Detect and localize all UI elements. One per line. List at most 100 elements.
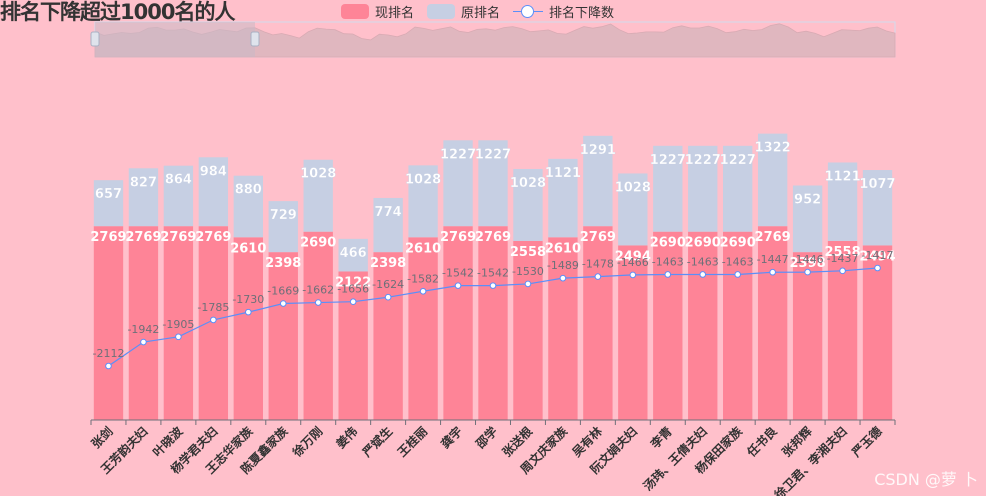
drop-label-1: -1942 <box>127 323 159 336</box>
label-original-6: 1028 <box>300 167 336 182</box>
label-original-9: 1028 <box>405 172 441 187</box>
x-label-0: 张剑 <box>88 424 116 452</box>
drop-point-1 <box>140 338 147 346</box>
line-series: -2112-1942 -1905-1785-1730-1669 -1662 -1656… <box>92 249 894 370</box>
drop-point-15 <box>629 271 637 279</box>
bar-original-19 <box>757 133 788 227</box>
drop-point-19 <box>769 268 776 276</box>
label-current-18: 2690 <box>720 236 756 251</box>
bar-current-4 <box>233 237 263 420</box>
drop-point-11 <box>489 282 497 289</box>
bar-original-14 <box>583 135 613 227</box>
label-current-22: 2494 <box>859 249 895 264</box>
bar-original-3 <box>198 157 229 227</box>
bar-original-12 <box>513 168 543 241</box>
drop-point-14 <box>594 273 602 280</box>
bar-current-13 <box>548 237 578 420</box>
x-label-16: 李青 <box>647 424 675 452</box>
drop-point-0 <box>105 362 112 370</box>
drop-label-9: -1582 <box>407 272 439 285</box>
bar-current-11 <box>478 226 508 420</box>
bar-current-12 <box>513 240 543 420</box>
drop-point-20 <box>804 268 811 276</box>
x-label-8: 严斌生 <box>358 424 395 461</box>
bar-original-4 <box>233 175 263 238</box>
drop-label-21: -1437 <box>827 252 859 265</box>
label-original-20: 952 <box>794 193 821 208</box>
legend-swatch-original <box>427 3 456 19</box>
drop-point-4 <box>245 308 252 316</box>
x-label-7: 姜伟 <box>333 424 361 452</box>
bar-original-13 <box>548 158 578 238</box>
drop-label-13: -1489 <box>547 259 579 272</box>
drop-label-11: -1542 <box>477 267 509 280</box>
label-current-16: 2690 <box>650 236 686 251</box>
bar-original-21 <box>827 162 858 241</box>
x-label-9: 王桂丽 <box>394 424 430 460</box>
drop-label-7: -1656 <box>337 283 369 296</box>
drop-point-12 <box>524 280 532 288</box>
label-original-17: 1227 <box>685 153 721 168</box>
legend-item-drop[interactable]: 排名下降数 <box>513 2 614 21</box>
bar-original-1 <box>128 168 159 227</box>
legend-item-original[interactable]: 原排名 <box>427 2 500 21</box>
label-original-21: 1121 <box>824 169 860 184</box>
bar-original-8 <box>373 197 403 253</box>
label-original-13: 1121 <box>545 166 581 181</box>
legend-label-drop: 排名下降数 <box>549 5 615 21</box>
bar-original-22 <box>862 170 893 246</box>
bar-original-15 <box>618 173 648 246</box>
legend-swatch-current <box>341 3 369 19</box>
label-current-11: 2769 <box>475 230 511 245</box>
label-current-17: 2690 <box>685 236 721 251</box>
bar-current-20 <box>792 252 823 420</box>
drop-label-20: -1446 <box>792 253 824 266</box>
label-original-22: 1077 <box>859 177 895 192</box>
drop-point-10 <box>454 282 462 289</box>
x-label-11: 邵学 <box>472 424 500 452</box>
label-original-19: 1322 <box>755 141 791 156</box>
legend-label-original: 原排名 <box>461 5 501 21</box>
label-current-4: 2610 <box>230 241 266 256</box>
drop-point-21 <box>839 267 846 275</box>
label-current-20: 2398 <box>790 256 826 271</box>
drop-label-17: -1463 <box>687 255 719 268</box>
label-current-9: 2610 <box>405 241 441 256</box>
bar-current-10 <box>443 226 473 420</box>
drop-label-19: -1447 <box>757 253 789 266</box>
label-current-5: 2398 <box>265 256 301 271</box>
drop-point-13 <box>559 274 567 282</box>
label-current-21: 2558 <box>824 245 860 260</box>
label-current-12: 2558 <box>510 245 546 260</box>
chart-title: 排名下降超过1000名的人 <box>0 0 235 24</box>
watermark: CSDN @萝 卜 <box>874 470 978 489</box>
drop-point-5 <box>279 300 287 307</box>
bar-original-7 <box>338 238 368 272</box>
label-current-13: 2610 <box>545 241 581 256</box>
label-current-14: 2769 <box>580 230 616 245</box>
bar-original-17 <box>688 145 718 232</box>
bar-original-9 <box>408 165 438 238</box>
bar-current-6 <box>303 231 333 420</box>
bar-current-18 <box>723 231 753 420</box>
bar-current-5 <box>268 252 298 420</box>
label-current-8: 2398 <box>370 256 406 271</box>
zoom-handle-1 <box>250 31 260 47</box>
bar-original-20 <box>792 185 823 253</box>
x-label-19: 任书良 <box>743 424 780 461</box>
bar-group: 657 2769 827 2769 864 2769 984 2769 880 2610 729 23… <box>90 133 896 420</box>
x-label-6: 徐万刚 <box>289 424 326 461</box>
drop-label-22: -1417 <box>862 249 894 262</box>
drop-label-2: -1905 <box>162 318 194 331</box>
label-original-14: 1291 <box>580 143 616 158</box>
legend-item-current[interactable]: 现排名 <box>341 2 414 21</box>
label-current-6: 2690 <box>300 236 336 251</box>
label-original-5: 729 <box>270 208 297 223</box>
label-original-1: 827 <box>130 175 157 190</box>
data-zoom-slider[interactable] <box>90 21 896 58</box>
legend: 现排名 原排名 排名下降数 <box>341 2 627 21</box>
bar-current-8 <box>373 252 403 420</box>
bar-original-18 <box>723 145 753 232</box>
label-original-3: 984 <box>200 164 227 179</box>
